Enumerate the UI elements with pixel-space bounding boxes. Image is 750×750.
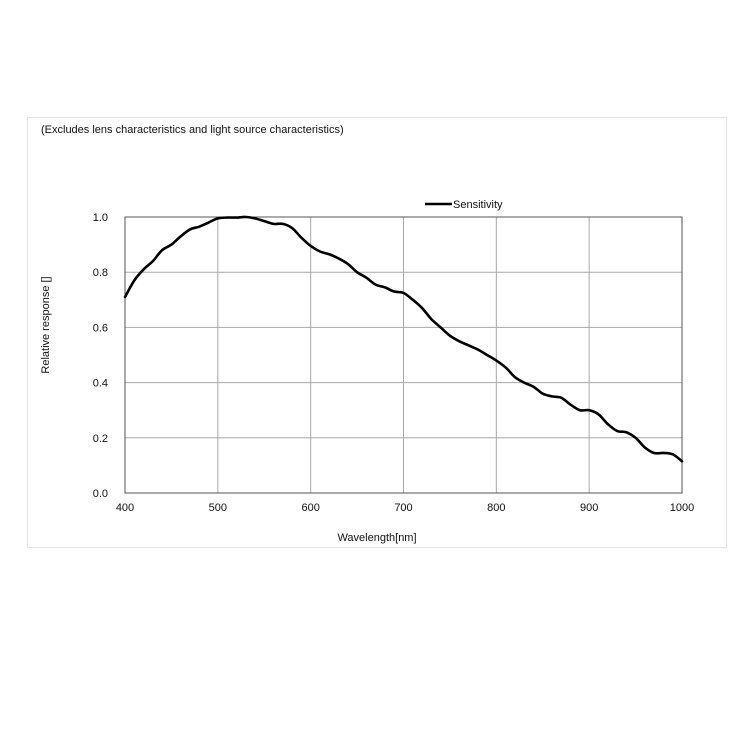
x-tick-label: 700 xyxy=(394,502,412,514)
y-tick-label: 0.4 xyxy=(93,378,108,390)
y-axis-title: Relative response [] xyxy=(40,276,52,373)
x-tick-label: 1000 xyxy=(670,502,694,514)
y-tick-label: 0.6 xyxy=(93,322,108,334)
chart-note: (Excludes lens characteristics and light… xyxy=(41,124,344,136)
legend: Sensitivity xyxy=(425,199,503,211)
y-tick-labels: 0.0 0.2 0.4 0.6 0.8 1.0 xyxy=(93,212,108,500)
y-tick-label: 0.0 xyxy=(93,488,108,500)
x-tick-labels: 400 500 600 700 800 900 1000 xyxy=(116,502,694,514)
y-tick-label: 0.2 xyxy=(93,433,108,445)
series-line-sensitivity xyxy=(123,215,684,463)
legend-label-sensitivity: Sensitivity xyxy=(453,199,503,211)
x-tick-label: 500 xyxy=(209,502,227,514)
x-tick-label: 800 xyxy=(487,502,505,514)
chart-panel xyxy=(27,117,727,548)
plot-frame xyxy=(124,216,683,494)
y-tick-label: 1.0 xyxy=(93,212,108,224)
x-tick-label: 600 xyxy=(301,502,319,514)
x-tick-label: 900 xyxy=(580,502,598,514)
grid-lines xyxy=(124,216,683,494)
x-axis-title: Wavelength[nm] xyxy=(337,532,416,544)
x-tick-label: 400 xyxy=(116,502,134,514)
y-tick-label: 0.8 xyxy=(93,267,108,279)
